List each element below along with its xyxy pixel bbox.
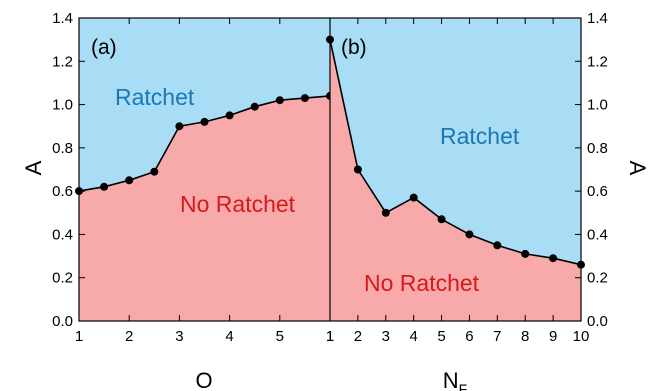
boundary-line-b (329, 39, 582, 266)
region-label-ratchet-a: Ratchet (115, 84, 195, 110)
data-point-b-6 (493, 241, 502, 250)
y-tick-label-a-7: 1.4 (52, 10, 73, 27)
x-tick-label-b-5: 6 (465, 328, 473, 345)
x-axis-label-b: NF (443, 368, 467, 391)
y-tick-label-b-5: 1.0 (587, 97, 608, 114)
region-label-no-ratchet-a: No Ratchet (180, 191, 296, 217)
x-tick-label-b-0: 1 (326, 328, 334, 345)
y-tick-label-a-1: 0.2 (52, 270, 73, 287)
y-tick-label-b-1: 0.2 (587, 270, 608, 287)
x-tick-label-b-7: 8 (521, 328, 529, 345)
x-tick-label-b-9: 10 (573, 328, 590, 345)
panel-a: 1 2 3 4 5 10.00.20.40.60.81.01.21.4 (52, 10, 334, 345)
x-tick-label-b-3: 4 (409, 328, 417, 345)
data-point-a-4 (175, 122, 184, 131)
region-label-ratchet-b: Ratchet (440, 123, 520, 149)
x-tick-label-a-4: 5 (276, 328, 284, 345)
y-tick-label-b-0: 0.0 (587, 313, 608, 330)
data-point-a-6 (225, 111, 234, 120)
y-tick-label-a-3: 0.6 (52, 183, 73, 200)
x-tick-label-a-0: 1 (75, 328, 83, 345)
data-point-b-4 (437, 215, 446, 224)
x-tick-label-a-2: 3 (175, 328, 183, 345)
y-tick-label-b-3: 0.6 (587, 183, 608, 200)
y-tick-label-b-2: 0.4 (587, 226, 608, 243)
x-axis-label-a: O (195, 368, 212, 391)
y-tick-label-a-4: 0.8 (52, 140, 73, 157)
y-tick-label-a-6: 1.2 (52, 53, 73, 70)
x-tick-label-a-1: 2 (125, 328, 133, 345)
data-point-a-3 (150, 167, 159, 176)
data-point-a-8 (275, 96, 284, 105)
y-tick-label-a-2: 0.4 (52, 226, 73, 243)
data-point-b-8 (549, 254, 558, 263)
region-label-no-ratchet-b: No Ratchet (364, 270, 480, 296)
x-tick-label-b-6: 7 (493, 328, 501, 345)
data-point-a-2 (125, 176, 134, 185)
panel-b: 1 2 3 4 5 6 7 8 9 100.0 0.2 0.4 0.6 0.8 1.0 1.2 1.4 (326, 10, 608, 345)
x-tick-label-b-1: 2 (354, 328, 362, 345)
data-point-b-7 (521, 249, 530, 258)
y-tick-label-b-4: 0.8 (587, 140, 608, 157)
y-tick-label-b-6: 1.2 (587, 53, 608, 70)
data-point-a-5 (200, 117, 209, 126)
data-point-b-2 (381, 208, 390, 217)
x-tick-label-b-4: 5 (437, 328, 445, 345)
data-point-b-5 (465, 230, 474, 239)
x-tick-label-a-3: 4 (225, 328, 233, 345)
no-ratchet-region-a (79, 95, 330, 322)
y-tick-label-a-5: 1.0 (52, 97, 73, 114)
data-point-a-1 (100, 182, 109, 191)
data-point-b-3 (409, 193, 418, 202)
panel-label-b: (b) (341, 36, 367, 59)
x-axis-label-b-subscript: F (459, 381, 468, 391)
data-point-b-1 (353, 165, 362, 174)
y-axis-label-left: A (21, 160, 46, 175)
no-ratchet-region-b (330, 39, 581, 321)
data-point-a-7 (250, 102, 259, 111)
y-tick-label-a-0: 0.0 (52, 313, 73, 330)
x-tick-label-b-2: 3 (382, 328, 390, 345)
x-tick-label-a-5: 1 (326, 328, 334, 345)
y-axis-label-right: A (625, 161, 650, 176)
data-point-a-9 (300, 94, 309, 103)
x-tick-label-b-8: 9 (549, 328, 557, 345)
panel-label-a: (a) (91, 36, 117, 59)
plot-frame (78, 17, 582, 322)
x-axis-label-b-main: N (443, 368, 459, 391)
y-tick-label-b-7: 1.4 (587, 10, 608, 27)
